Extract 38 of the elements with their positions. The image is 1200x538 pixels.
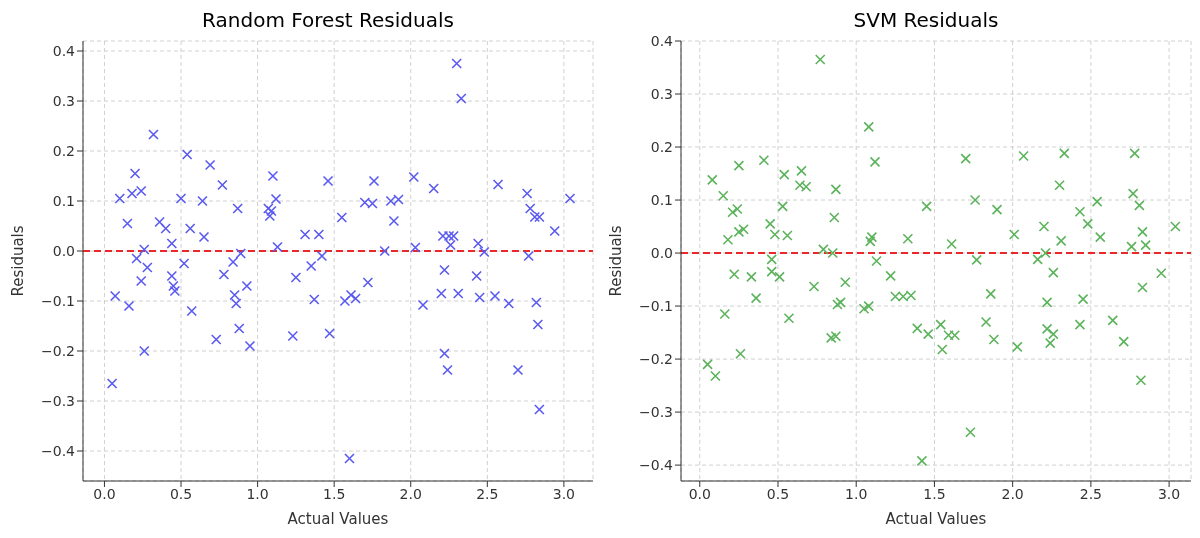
x-tick-label: 1.5 <box>923 485 946 502</box>
x-tick-label: 1.5 <box>323 485 346 502</box>
y-tick-label: −0.3 <box>639 404 673 421</box>
y-tick-label: 0.3 <box>52 92 75 109</box>
chart-title: Random Forest Residuals <box>201 8 455 34</box>
y-tick-label: 0.2 <box>52 142 75 159</box>
y-tick-label: 0.1 <box>650 192 673 209</box>
x-tick-label: 0.5 <box>169 485 193 502</box>
x-tick-label: 0.5 <box>766 485 790 502</box>
x-axis-title: Actual Values <box>885 510 987 528</box>
x-tick-label: 3.0 <box>552 485 576 502</box>
x-tick-label: 0.0 <box>93 485 116 502</box>
y-tick-label: 0.3 <box>650 85 673 102</box>
x-tick-label: 2.5 <box>1079 485 1103 502</box>
x-tick-label: 0.0 <box>688 485 711 502</box>
x-tick-label: 1.0 <box>246 485 269 502</box>
x-tick-label: 2.0 <box>399 485 422 502</box>
y-tick-label: −0.4 <box>41 442 76 459</box>
x-tick-label: 3.0 <box>1157 485 1181 502</box>
y-tick-label: −0.2 <box>41 342 75 359</box>
y-tick-label: 0.0 <box>650 245 673 262</box>
x-tick-label: 2.0 <box>1001 485 1024 502</box>
y-tick-label: −0.1 <box>41 292 75 309</box>
y-tick-label: 0.4 <box>52 42 76 59</box>
y-tick-label: 0.1 <box>52 192 75 209</box>
y-tick-label: −0.4 <box>639 457 674 474</box>
y-axis-title: Residuals <box>9 225 28 297</box>
y-tick-label: 0.0 <box>52 242 75 259</box>
chart-title: SVM Residuals <box>853 8 999 32</box>
y-axis-title: Residuals <box>607 225 626 297</box>
x-tick-label: 2.5 <box>476 485 499 502</box>
x-axis-title: Actual Values <box>287 510 389 528</box>
x-tick-label: 1.0 <box>845 485 868 502</box>
y-tick-label: −0.3 <box>41 392 75 409</box>
y-tick-label: −0.2 <box>639 351 673 368</box>
y-tick-label: 0.4 <box>650 32 674 49</box>
y-tick-label: 0.2 <box>650 138 673 155</box>
y-tick-label: −0.1 <box>639 298 673 315</box>
